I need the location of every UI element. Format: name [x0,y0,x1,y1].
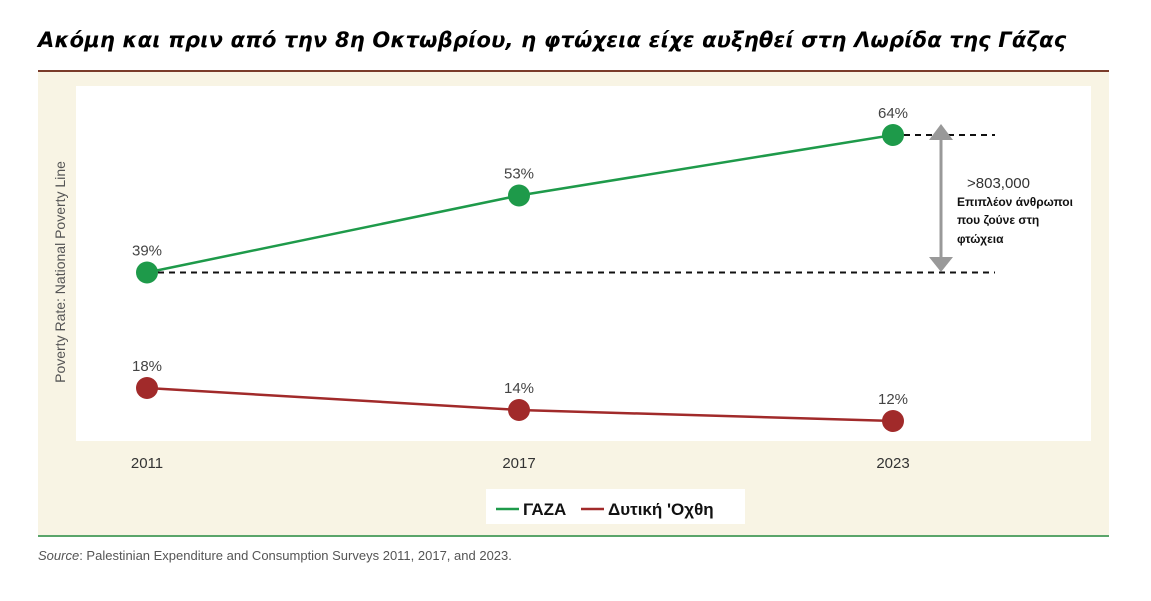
data-label-westbank-2023: 12% [878,391,908,408]
data-point-gaza-2023 [882,124,904,146]
source-note: Source: Palestinian Expenditure and Cons… [38,548,512,563]
data-point-gaza-2017 [508,184,530,207]
x-tick-label-2023: 2023 [876,455,909,472]
data-label-westbank-2011: 18% [132,358,162,375]
y-axis-label: Poverty Rate: National Poverty Line [52,161,68,383]
legend: ΓΑΖΑ Δυτική 'Οχθη [486,489,745,524]
legend-box [486,489,745,524]
annotation-line-3: φτώχεια [957,232,1004,246]
data-label-gaza-2017: 53% [504,166,534,183]
source-label: Source [38,548,80,563]
annotation-line-2: που ζούνε στη [957,213,1039,227]
title-divider [38,70,1109,72]
annotation-line-1: Επιπλέον άνθρωποι [957,195,1073,209]
data-label-gaza-2023: 64% [878,105,908,122]
data-point-westbank-2011 [136,377,158,399]
arrow-head-up [929,124,953,140]
data-point-westbank-2017 [508,399,530,421]
x-tick-label-2011: 2011 [131,455,163,472]
plot-area [76,86,1091,441]
data-point-westbank-2023 [882,410,904,432]
legend-label-gaza: ΓΑΖΑ [523,500,566,519]
x-tick-label-2017: 2017 [502,455,535,472]
source-text: : Palestinian Expenditure and Consumptio… [79,548,512,563]
data-label-westbank-2017: 14% [504,380,534,397]
data-label-gaza-2011: 39% [132,243,162,260]
data-point-gaza-2011 [136,261,158,284]
arrow-head-down [929,257,953,272]
difference-arrow [929,124,953,272]
bottom-divider [38,535,1109,537]
annotation-value: >803,000 [967,175,1030,192]
legend-label-westbank: Δυτική 'Οχθη [608,500,714,519]
chart-title: Ακόμη και πριν από την 8η Οκτωβρίου, η φ… [38,28,1067,52]
